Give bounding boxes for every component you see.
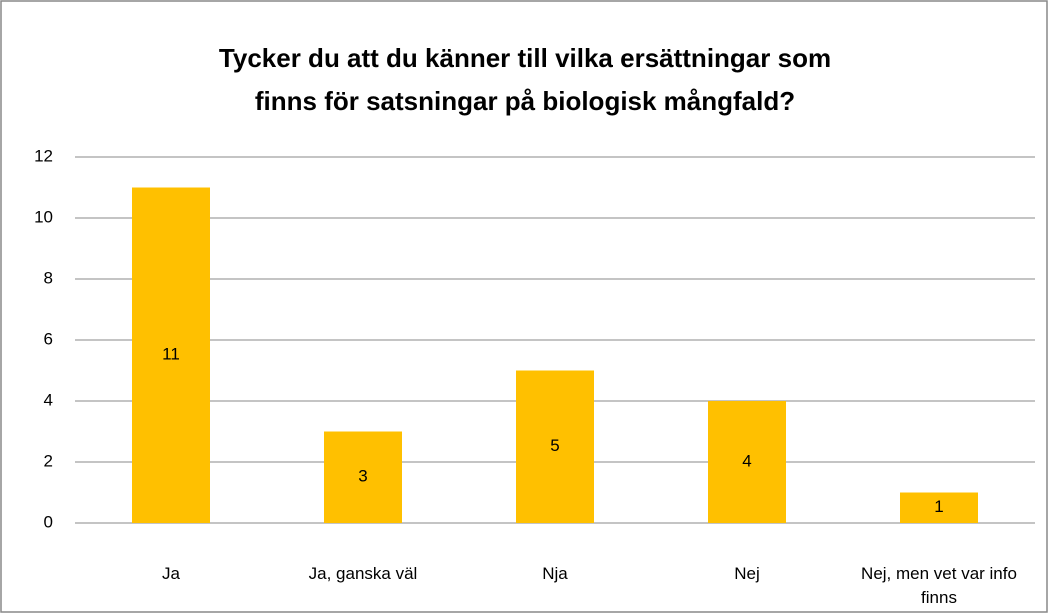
y-tick-label: 8 — [44, 268, 53, 287]
chart-title: Tycker du att du känner till vilka ersät… — [219, 43, 831, 73]
bar — [900, 492, 978, 523]
bar — [324, 431, 402, 523]
y-tick-label: 10 — [34, 207, 53, 226]
data-label: 3 — [358, 467, 367, 486]
bar — [132, 187, 210, 523]
y-tick-label: 12 — [34, 146, 53, 165]
y-tick-label: 0 — [44, 512, 53, 531]
data-label: 11 — [162, 345, 180, 364]
y-tick-label: 6 — [44, 329, 53, 348]
data-label: 4 — [742, 451, 751, 470]
bar — [708, 401, 786, 523]
y-tick-label: 4 — [44, 390, 53, 409]
x-tick-label: Ja — [162, 564, 180, 583]
chart-title: finns för satsningar på biologisk mångfa… — [255, 86, 795, 116]
data-label: 1 — [934, 497, 943, 516]
data-label: 5 — [550, 436, 559, 455]
y-tick-label: 2 — [44, 451, 53, 470]
x-tick-label: Nej — [734, 564, 760, 583]
x-tick-label: Ja, ganska väl — [308, 564, 418, 583]
x-tick-label: Nej, men vet var info finns — [861, 564, 1017, 607]
x-tick-label: Nja — [542, 564, 568, 583]
bar — [516, 370, 594, 523]
